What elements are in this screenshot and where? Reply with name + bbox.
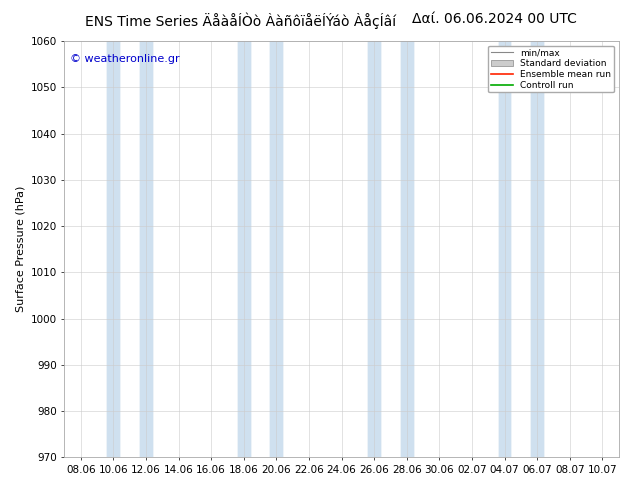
Y-axis label: Surface Pressure (hPa): Surface Pressure (hPa) [15,186,25,313]
Bar [368,41,380,457]
Bar [238,41,250,457]
Text: Δαί. 06.06.2024 00 UTC: Δαί. 06.06.2024 00 UTC [412,12,577,26]
Bar [238,41,250,457]
Bar [531,41,543,457]
Text: © weatheronline.gr: © weatheronline.gr [70,53,179,64]
Bar [108,41,119,457]
Bar [140,41,152,457]
Bar [108,41,119,457]
Bar [368,41,380,457]
Bar [401,41,413,457]
Bar [401,41,413,457]
Bar [499,41,510,457]
Bar [140,41,152,457]
Bar [271,41,282,457]
Bar [271,41,282,457]
Bar [499,41,510,457]
Text: ENS Time Series ÄåàåÍÒò ÀàñôïåëÍÝáò ÀåçÍâí: ENS Time Series ÄåàåÍÒò ÀàñôïåëÍÝáò ÀåçÍ… [86,12,396,29]
Bar [531,41,543,457]
Legend: min/max, Standard deviation, Ensemble mean run, Controll run: min/max, Standard deviation, Ensemble me… [488,46,614,93]
